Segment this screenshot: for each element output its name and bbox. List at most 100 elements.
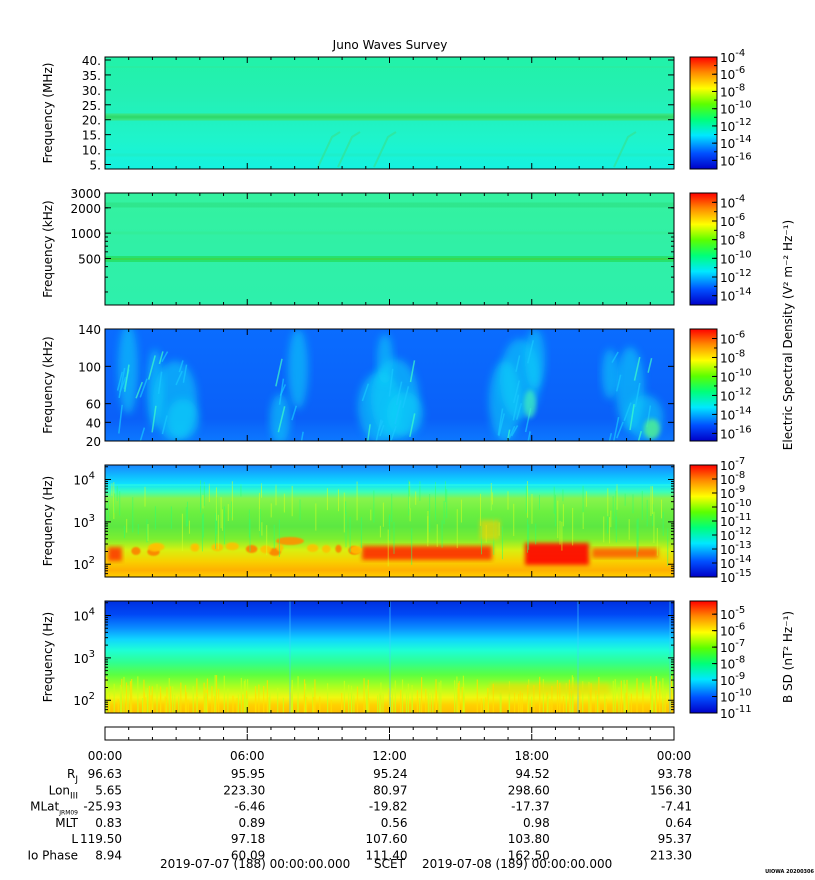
panel-image (105, 601, 674, 713)
colorbar-tick-label: 10-12 (720, 268, 752, 285)
band-upper (105, 66, 674, 68)
hot-spot (225, 542, 239, 551)
ephemeris-value: 0.56 (381, 816, 408, 830)
streak (116, 371, 124, 391)
streak (498, 413, 505, 437)
ephemeris-value: 60.09 (231, 849, 265, 863)
streak (157, 371, 163, 395)
time-tick-label: 06:00 (230, 749, 265, 763)
panel-image (105, 329, 674, 441)
band-500khz-core (105, 258, 674, 260)
colorbar-tick-label: 10-10 (720, 498, 752, 515)
ephemeris-label: MLatJRM09 (30, 800, 78, 817)
y-tick-label: 1000 (70, 227, 101, 241)
footer-stamp: UIOWA 20200306 (765, 869, 814, 875)
colorbar-tick-label: 10-8 (720, 470, 745, 487)
faint-emission (373, 131, 397, 168)
time-label: SCET (374, 857, 406, 871)
ephemeris-value: 95.95 (231, 767, 265, 781)
colorbar-tick-label: 10-10 (720, 367, 752, 384)
hot-spot (306, 544, 319, 553)
emission-patch (490, 683, 610, 695)
colorbar-0 (689, 56, 718, 170)
y-axis-label: Frequency (kHz) (41, 336, 55, 433)
streak (616, 421, 624, 439)
emission-burst (377, 334, 393, 384)
time-tick-label: 18:00 (514, 749, 549, 763)
faint-emission (317, 131, 341, 168)
streak (388, 368, 394, 397)
y-tick-label: 30. (82, 84, 101, 98)
ephemeris-label: Io Phase (27, 849, 78, 863)
date-end: 2019-07-08 (189) 00:00:00.000 (422, 857, 612, 871)
emission-burst (525, 329, 545, 389)
colorbar-tick-label: 10-16 (720, 424, 752, 441)
y-tick-label: 104 (73, 607, 95, 624)
band-lower (105, 153, 674, 157)
colorbar-tick-label: 10-4 (720, 48, 745, 65)
ephemeris-label: LonIII (49, 783, 78, 801)
emission-patch (480, 520, 500, 540)
ephemeris-value: 162.50 (508, 849, 550, 863)
ephemeris-label: RJ (67, 767, 78, 785)
ephemeris-value: -17.37 (511, 800, 550, 814)
y-tick-label: 102 (73, 691, 95, 708)
y-axis-label: Frequency (Hz) (41, 612, 55, 703)
streak (161, 351, 169, 363)
colorbar-tick-label: 10-4 (720, 193, 745, 210)
emission-burst (602, 349, 618, 399)
streak (151, 405, 157, 433)
hot-band (108, 547, 122, 561)
ephemeris-value: 8.94 (95, 849, 122, 863)
streak (409, 413, 416, 437)
y-tick-label: 140 (78, 323, 101, 337)
y-tick-label: 103 (73, 649, 95, 666)
streak (394, 400, 402, 425)
streak (515, 355, 521, 372)
time-tick-label: 00:00 (657, 749, 692, 763)
ephemeris-value: 5.65 (95, 783, 122, 797)
streak (623, 402, 632, 422)
colorbar-tick-label: 10-16 (720, 151, 752, 168)
colorbar-tick-label: 10-8 (720, 231, 745, 248)
emission-burst (270, 394, 290, 441)
streak (508, 425, 516, 440)
colorbar-1 (689, 192, 718, 306)
streak (375, 419, 382, 441)
spectrogram-background (105, 57, 674, 169)
streak (366, 424, 371, 441)
streak (275, 358, 283, 387)
hot-spot (276, 543, 284, 552)
streak (291, 405, 298, 421)
colorbar-tick-label: 10-12 (720, 386, 752, 403)
colorbar-tick-label: 10-6 (720, 329, 745, 346)
streak (512, 394, 520, 421)
streak (390, 426, 397, 441)
y-tick-label: 102 (73, 555, 95, 572)
y-tick-label: 10. (82, 144, 101, 158)
streak (377, 420, 384, 432)
colorbar-tick-label: 10-7 (720, 456, 745, 473)
ephemeris-label: MLT (55, 816, 78, 830)
panel-1: 40.35.30.25.20.15.10.5. Frequency (MHz) 10… (41, 48, 752, 173)
y-tick-label: 20 (86, 435, 101, 449)
colorbar-tick-label: 10-13 (720, 540, 752, 557)
streak (277, 406, 286, 433)
y-axis-label: Frequency (Hz) (41, 476, 55, 567)
streak (178, 360, 184, 373)
colorbar-tick-label: 10-8 (720, 82, 745, 99)
faint-emission (337, 131, 361, 168)
streak (379, 424, 385, 437)
ephemeris-value: 103.80 (508, 832, 550, 846)
y-tick-label: 25. (82, 99, 101, 113)
ephemeris-value: -6.46 (234, 800, 265, 814)
panel-image (105, 465, 674, 577)
y-tick-label: 103 (73, 513, 95, 530)
ephemeris-value: 213.30 (650, 849, 692, 863)
ephemeris-value: -19.82 (369, 800, 408, 814)
ephemeris-value: 0.89 (239, 816, 266, 830)
upper-line (105, 484, 674, 486)
hot-spot (245, 545, 258, 554)
